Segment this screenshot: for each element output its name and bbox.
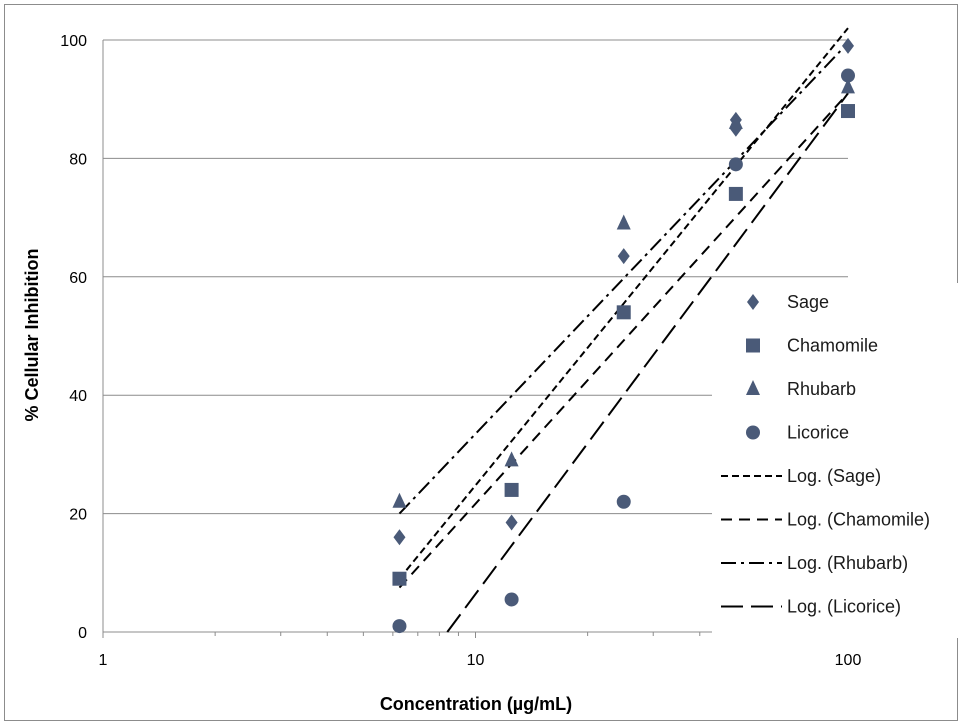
x-axis-title: Concentration (µg/mL) xyxy=(380,694,572,714)
data-point-triangle xyxy=(728,113,743,129)
data-point-circle xyxy=(841,68,855,83)
x-tick-label: 10 xyxy=(467,652,485,669)
data-point-triangle xyxy=(392,492,407,508)
data-point-square xyxy=(841,104,855,119)
legend-label: Log. (Licorice) xyxy=(787,597,901,617)
data-point-square xyxy=(616,305,631,320)
x-tick-labels: 1 10 100 xyxy=(99,652,862,669)
legend-label: Log. (Chamomile) xyxy=(787,510,930,530)
legend: Sage Chamomile Rhubarb Licorice Log. (Sage) L… xyxy=(712,283,964,638)
data-point-square xyxy=(504,482,519,497)
trendlines xyxy=(398,27,849,633)
y-tick-labels: 0 20 40 60 80 100 xyxy=(60,33,87,642)
data-point-triangle xyxy=(504,451,519,467)
legend-label: Chamomile xyxy=(787,336,878,356)
data-points xyxy=(392,37,855,634)
legend-marker-diamond xyxy=(747,294,759,310)
y-tick-label: 60 xyxy=(69,270,87,287)
legend-label: Sage xyxy=(787,292,829,312)
y-tick-label: 40 xyxy=(69,388,87,405)
data-point-circle xyxy=(504,592,519,607)
y-tick-label: 20 xyxy=(69,507,87,524)
x-tick-label: 100 xyxy=(835,652,862,669)
legend-label: Log. (Sage) xyxy=(787,466,881,486)
x-tick-label: 1 xyxy=(99,652,108,669)
legend-marker-square xyxy=(746,338,760,353)
trendline-3 xyxy=(446,92,849,633)
legend-label: Log. (Rhubarb) xyxy=(787,553,908,573)
data-point-triangle xyxy=(616,214,631,230)
data-point-diamond xyxy=(393,529,406,546)
trendline-0 xyxy=(398,27,849,580)
legend-marker-triangle xyxy=(746,380,760,395)
y-axis-title: % Cellular Inhibition xyxy=(22,248,42,421)
data-point-diamond xyxy=(842,37,854,54)
y-tick-label: 80 xyxy=(69,151,87,168)
legend-label: Rhubarb xyxy=(787,379,856,399)
data-point-circle xyxy=(616,494,631,509)
data-point-circle xyxy=(392,619,407,634)
data-point-circle xyxy=(728,157,743,172)
data-point-triangle xyxy=(841,78,855,94)
legend-marker-circle xyxy=(746,425,760,440)
data-point-square xyxy=(728,186,743,201)
trendline-2 xyxy=(398,42,849,515)
y-tick-label: 100 xyxy=(60,33,87,50)
data-point-diamond xyxy=(617,248,630,265)
data-point-diamond xyxy=(505,514,518,531)
data-point-square xyxy=(392,571,407,586)
y-tick-label: 0 xyxy=(78,625,87,642)
trendline-1 xyxy=(398,92,849,589)
legend-label: Licorice xyxy=(787,423,849,443)
